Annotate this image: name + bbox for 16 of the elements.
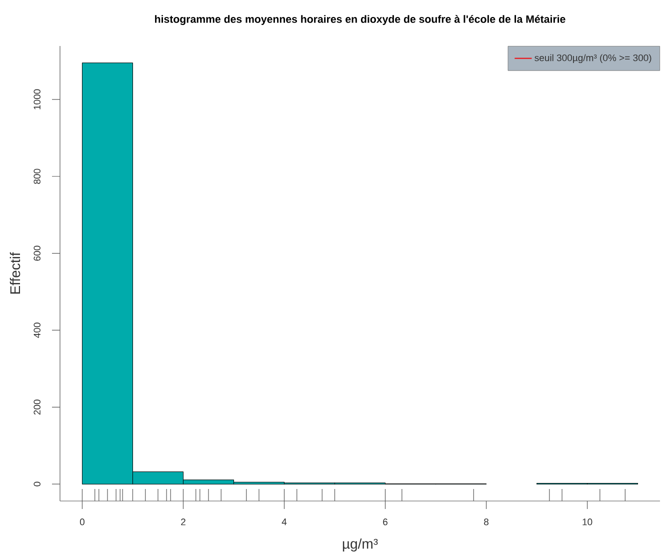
y-tick-label: 1000	[34, 89, 40, 110]
y-tick-label: 800	[34, 168, 40, 184]
y-tick-label: 400	[34, 322, 40, 338]
chart-title: histogramme des moyennes horaires en dioxyde de soufre à l'école de la Métairie	[155, 14, 566, 25]
x-tick-label: 4	[282, 518, 287, 526]
x-tick-label: 8	[484, 518, 489, 526]
x-tick-label: 0	[80, 518, 84, 526]
y-tick-label: 600	[34, 246, 40, 261]
x-tick-label: 10	[582, 518, 592, 526]
x-tick-label: 2	[181, 518, 186, 526]
x-tick-label: 6	[383, 518, 388, 526]
y-tick-label: 200	[34, 400, 40, 415]
x-axis-title: µg/m³	[342, 538, 378, 552]
y-axis-title: Effectif	[10, 252, 20, 294]
legend-label: seuil 300µg/m³ (0% >= 300)	[534, 54, 652, 64]
y-tick-label: 0	[34, 482, 40, 486]
